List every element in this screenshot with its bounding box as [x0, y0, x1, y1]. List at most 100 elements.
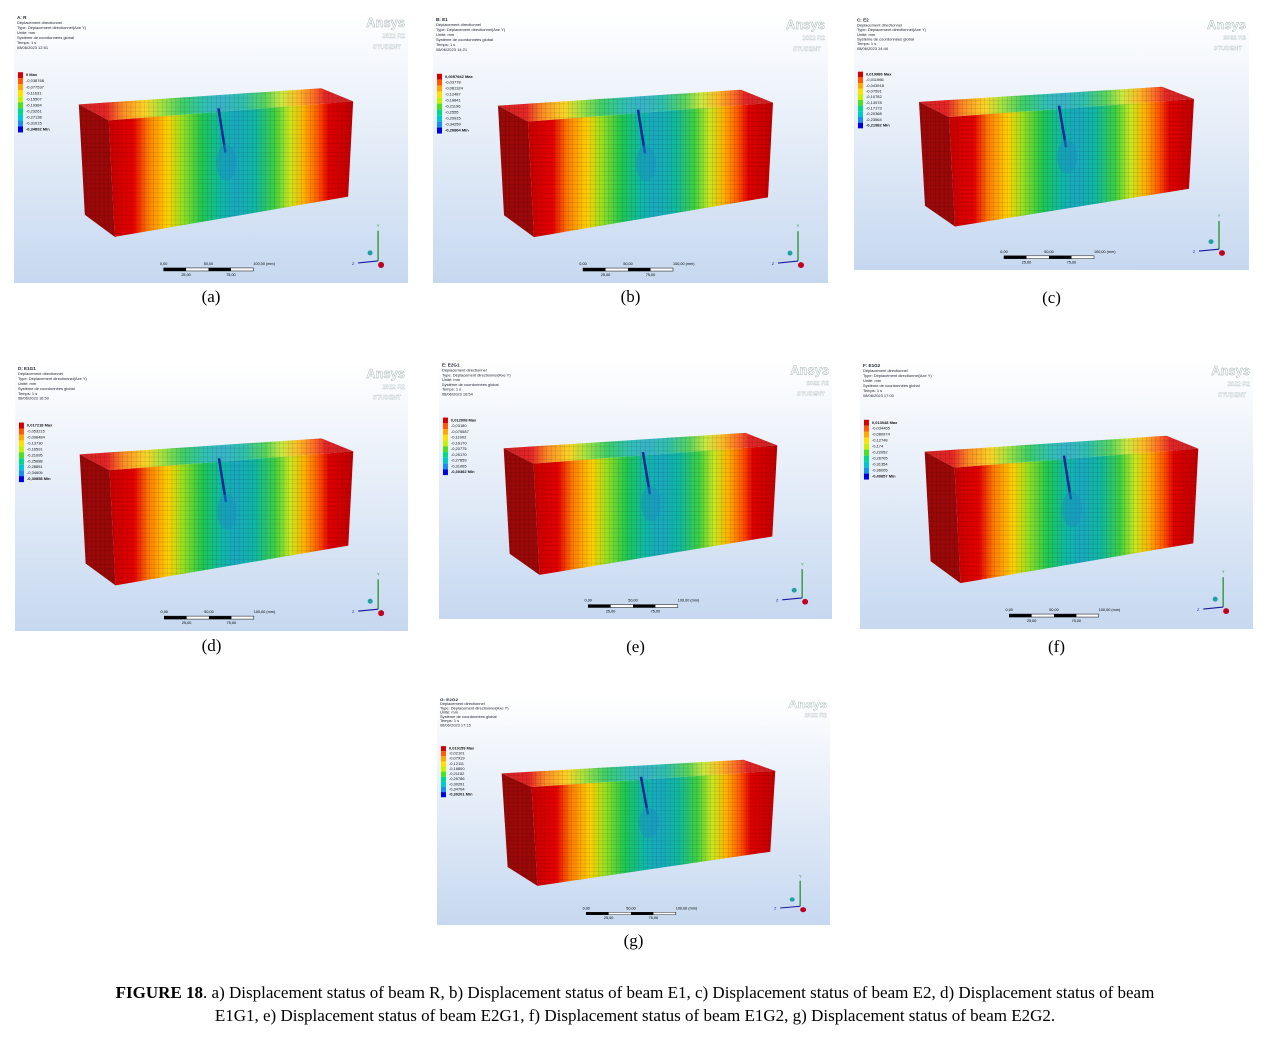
legend-value: -0,34892 Min — [26, 126, 50, 131]
axis-label: Y — [1222, 569, 1225, 574]
axis-origin — [798, 262, 804, 269]
legend-value: -0,23564 — [866, 117, 883, 122]
legend-value: -0,26864 Min — [445, 128, 469, 133]
legend-value: -0,31354 — [872, 462, 888, 467]
ansys-version: 2022 R2 — [1223, 36, 1246, 42]
axis-ball — [367, 598, 373, 604]
legend-swatch — [442, 434, 448, 441]
beam-top-mesh — [501, 759, 776, 787]
legend-value: -0,043918 — [866, 83, 884, 88]
legend-value: -0,011966 — [866, 77, 884, 82]
axis-label: Z — [776, 598, 779, 603]
legend-swatch — [440, 792, 446, 798]
axis-label: Y — [377, 223, 380, 228]
legend-value: -0,03778 — [445, 80, 462, 85]
ansys-edition: STUDENT — [373, 396, 402, 402]
legend-value: -0,12487 — [445, 92, 462, 97]
axis-z — [782, 597, 803, 601]
legend-swatch — [863, 437, 869, 444]
beam-side-mesh — [503, 448, 540, 575]
info-line: F: E1G2 — [863, 363, 881, 368]
legend-swatch — [442, 457, 448, 464]
legend-value: -0,07591 — [866, 89, 882, 94]
legend-swatch — [440, 776, 446, 782]
info-line: Déplacement directionnel — [863, 368, 908, 373]
info-line: Temps: 1 s — [863, 388, 882, 393]
axis-ball — [787, 250, 793, 256]
legend-value: -0,21695 — [27, 452, 43, 457]
legend-value: -0,11631 — [26, 90, 42, 95]
scale-label: 100,00 (mm) — [1099, 608, 1121, 612]
legend-swatch — [18, 470, 24, 477]
ansys-version: 2022 R2 — [382, 34, 405, 40]
scale-label: 100,00 (mm) — [678, 599, 699, 603]
scale-bar-seg — [164, 616, 187, 620]
axis-label: Y — [797, 223, 800, 228]
axis-label: Y — [377, 571, 380, 576]
legend-value: -0,16591 — [27, 446, 43, 451]
panel-label: (e) — [626, 637, 645, 656]
legend-value: -0,29915 — [445, 116, 462, 121]
ansys-edition: STUDENT — [793, 47, 822, 53]
beam-side-mesh — [498, 105, 534, 238]
scale-label: 100,00 (mm) — [253, 262, 275, 266]
info-line: Temps: 1 s — [857, 41, 876, 46]
scale-label: 0,00 — [583, 907, 590, 911]
info-line: Déplacement directionnel — [440, 702, 485, 706]
legend-swatch — [863, 467, 869, 474]
legend-value: -0,16841 — [445, 98, 462, 103]
legend-value: -0,34605 — [27, 470, 43, 475]
panel-label: (d) — [201, 636, 222, 655]
legend-swatch — [442, 417, 448, 424]
scale-label: 50,00 — [204, 610, 213, 614]
info-line: D: E1G1 — [18, 366, 36, 371]
legend-swatch — [440, 761, 446, 767]
scale-bar-seg — [163, 267, 187, 271]
legend-value: -0,30201 Min — [449, 793, 473, 797]
legend-swatch — [437, 103, 442, 110]
legend-swatch — [440, 781, 446, 787]
legend-swatch — [437, 85, 442, 92]
legend-value: -0,31065 — [451, 464, 467, 469]
legend-swatch — [437, 115, 442, 122]
legend-value: -0,2555 — [445, 110, 459, 115]
legend-value: -0,13730 — [27, 440, 43, 445]
legend-value: -0,34259 — [445, 122, 462, 127]
info-line: Système de coordonnées global — [442, 382, 499, 387]
legend-value: -0,30291 — [449, 783, 465, 787]
info-line: Système de coordonnées global — [440, 715, 497, 719]
scale-bar-seg — [1049, 255, 1072, 259]
scale-bar-seg — [631, 912, 654, 915]
notch-zone — [216, 144, 237, 181]
axis-label: Z — [772, 261, 775, 266]
info-line: Déplacement directionnel — [857, 22, 902, 27]
axis-z — [780, 905, 801, 909]
beam-top-mesh — [498, 89, 773, 122]
beam-side-mesh — [924, 451, 961, 584]
notch-zone — [1057, 139, 1077, 174]
legend-value: -0,20368 — [866, 111, 882, 116]
axis-z — [358, 260, 379, 264]
legend-swatch — [18, 434, 24, 441]
notch-zone — [216, 494, 237, 530]
info-line: Déplacement directionnel — [436, 22, 481, 27]
info-line: Type: Déplacement directionnel(Axe Y) — [442, 372, 511, 377]
legend-value: -0,27859 — [451, 458, 467, 463]
info-line: C: E2 — [857, 18, 869, 23]
info-line: Unité: mm — [442, 377, 460, 382]
legend-value: -0,10782 — [866, 94, 882, 99]
legend-value: -0,23261 — [26, 108, 43, 113]
ansys-version: 2022 R2 — [1227, 382, 1250, 388]
notch-zone — [636, 145, 656, 182]
scale-label: 25,00 — [182, 621, 191, 625]
beam-side-mesh — [78, 104, 115, 237]
caption: FIGURE 18. a) Displacement status of bea… — [95, 981, 1175, 1027]
axis-label: Z — [774, 907, 777, 911]
info-line: Unité: mm — [18, 381, 37, 386]
legend-swatch — [17, 102, 23, 109]
axis-label: Z — [1193, 249, 1196, 254]
axis-origin — [802, 598, 809, 605]
legend-swatch — [440, 756, 446, 762]
